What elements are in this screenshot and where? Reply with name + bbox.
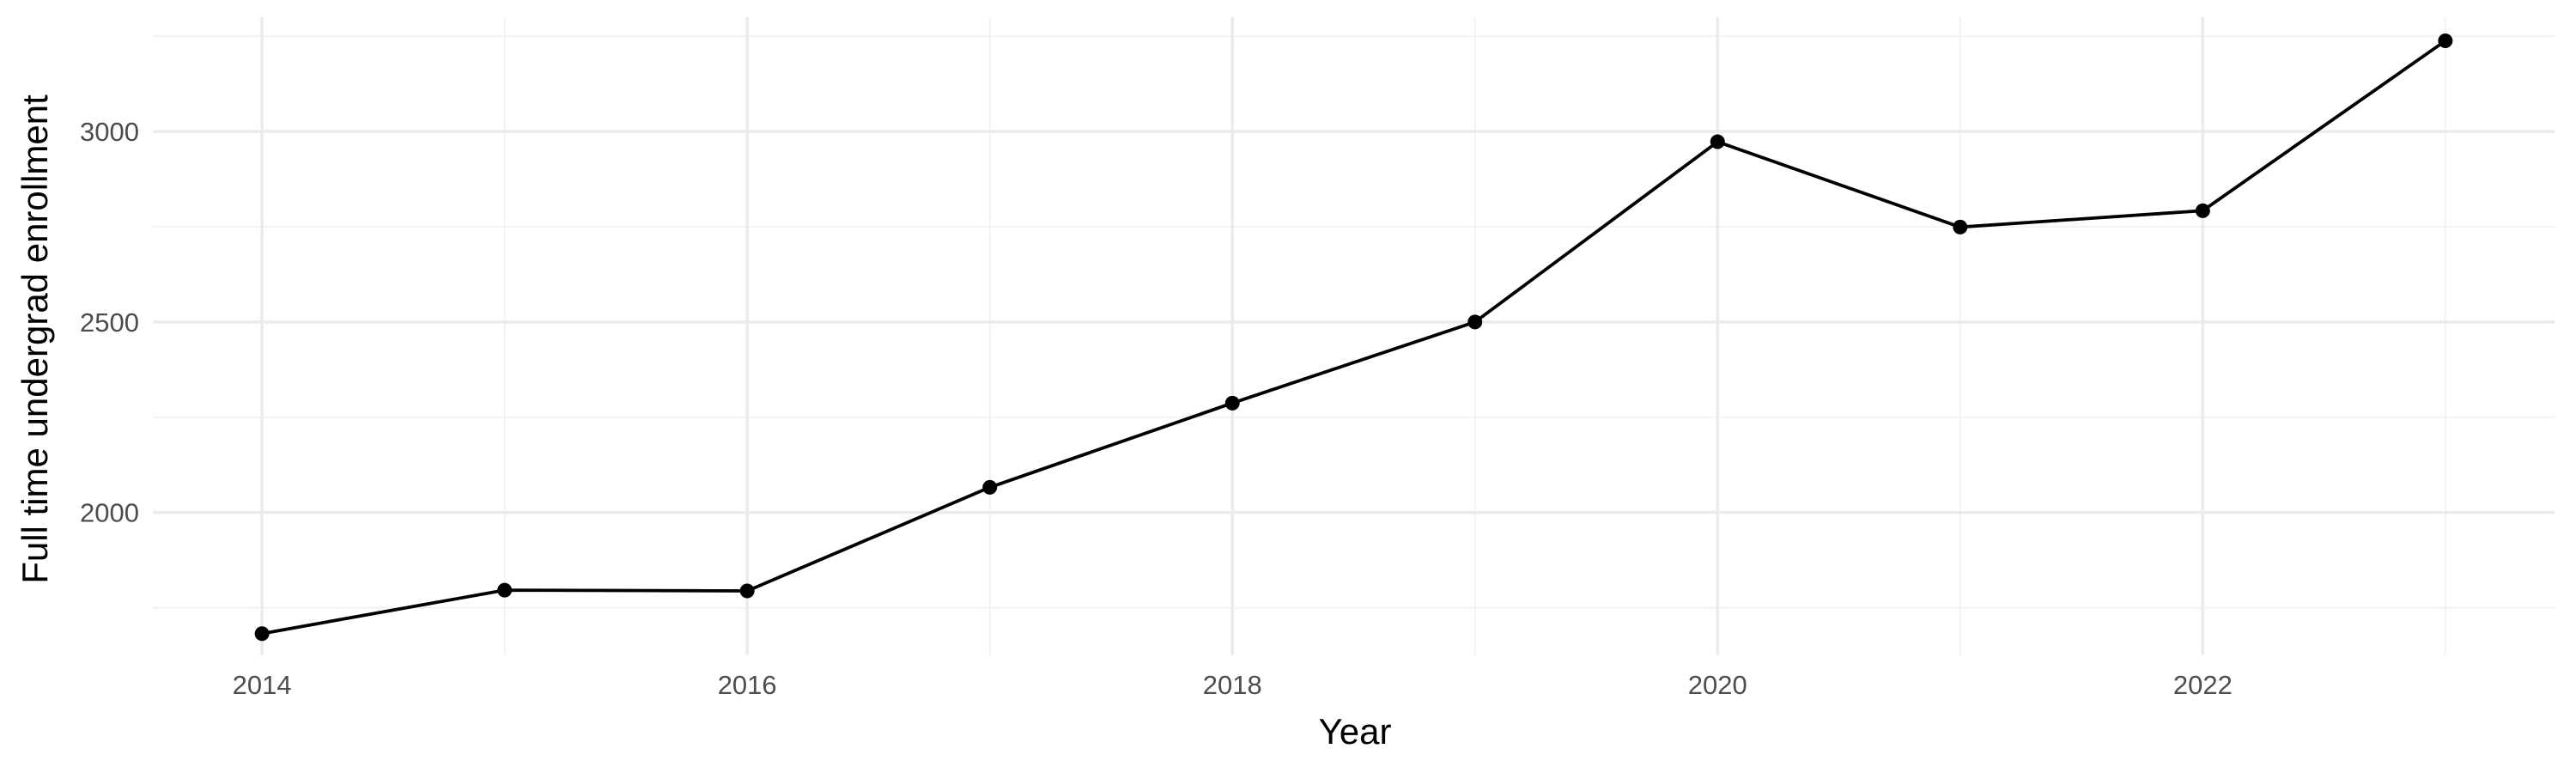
x-tick-labels: 2014 2016 2018 2020 2022 <box>233 670 2233 700</box>
data-point <box>1467 314 1483 330</box>
data-point <box>1224 395 1240 411</box>
data-point <box>2195 203 2210 218</box>
y-tick-label: 2500 <box>80 307 139 338</box>
data-point <box>1710 134 1725 149</box>
x-tick-label: 2020 <box>1688 670 1747 700</box>
data-point <box>739 583 755 599</box>
x-tick-label: 2022 <box>2173 670 2233 700</box>
x-axis-title: Year <box>1319 711 1392 752</box>
x-tick-label: 2014 <box>233 670 292 700</box>
data-point <box>982 479 998 495</box>
data-point <box>497 582 513 598</box>
data-point <box>1953 219 1968 234</box>
minor-gridlines <box>153 17 2555 655</box>
y-tick-label: 3000 <box>80 117 139 147</box>
data-series <box>254 33 2453 642</box>
y-tick-label: 2000 <box>80 498 139 528</box>
y-axis-title: Full time undergrad enrollment <box>15 94 55 584</box>
x-tick-label: 2016 <box>718 670 777 700</box>
y-tick-labels: 2000 2500 3000 <box>80 117 139 528</box>
major-gridlines <box>153 17 2555 655</box>
data-point <box>2438 33 2453 49</box>
data-point <box>254 626 270 642</box>
series-line <box>261 39 2446 636</box>
x-tick-label: 2018 <box>1203 670 1262 700</box>
